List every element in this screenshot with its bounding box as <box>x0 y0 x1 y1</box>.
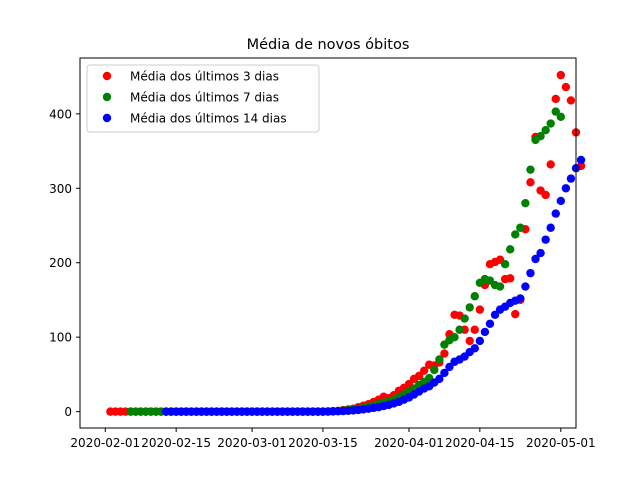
axes: 2020-02-01 2020-02-15 2020-03-01 2020-03-15… <box>49 107 596 450</box>
data-point <box>460 314 469 323</box>
data-point <box>541 235 550 244</box>
data-point <box>526 178 535 187</box>
legend-label: Média dos últimos 14 dias <box>130 112 287 126</box>
data-point <box>541 126 550 135</box>
data-point <box>470 325 479 334</box>
y-tick-label: 300 <box>49 182 72 196</box>
data-point <box>566 174 576 183</box>
data-point <box>435 374 444 384</box>
legend-marker <box>102 92 112 102</box>
data-point <box>480 327 490 337</box>
x-tick-label: 2020-04-15 <box>445 436 515 450</box>
data-point <box>516 223 525 232</box>
data-point <box>440 349 449 358</box>
data-point <box>495 282 505 291</box>
data-point <box>450 332 459 342</box>
data-point <box>414 371 424 381</box>
y-tick-label: 200 <box>49 256 72 270</box>
data-point <box>485 319 495 328</box>
data-point <box>566 96 576 105</box>
data-point <box>556 70 566 80</box>
x-tick-label: 2020-02-01 <box>70 436 140 450</box>
y-tick-label: 0 <box>64 405 72 419</box>
data-point <box>556 112 566 122</box>
y-tick-label: 400 <box>49 107 72 121</box>
data-point <box>551 94 560 104</box>
data-point <box>546 160 555 169</box>
data-point <box>465 303 474 312</box>
x-tick-label: 2020-04-01 <box>374 436 444 450</box>
data-point <box>521 198 530 208</box>
data-point <box>475 305 485 314</box>
data-point <box>470 344 479 353</box>
data-point <box>500 260 510 269</box>
data-point <box>536 248 545 258</box>
plot-frame <box>79 57 577 429</box>
data-point <box>551 209 560 218</box>
data-points <box>106 70 586 416</box>
data-point <box>470 292 479 301</box>
data-point <box>546 223 555 232</box>
series-3 <box>161 155 586 416</box>
data-point <box>511 309 520 319</box>
data-point <box>521 282 530 291</box>
x-tick-label: 2020-05-01 <box>526 436 596 450</box>
data-point <box>516 294 525 303</box>
data-point <box>506 245 515 254</box>
legend-box <box>86 64 320 133</box>
data-point <box>419 366 429 375</box>
data-point <box>475 336 485 346</box>
chart-title: Média de novos óbitos <box>247 37 410 53</box>
data-point <box>541 190 550 200</box>
x-tick-label: 2020-03-01 <box>217 436 287 450</box>
data-point <box>506 274 515 283</box>
data-point <box>440 368 449 378</box>
legend-label: Média dos últimos 7 dias <box>130 91 279 105</box>
data-point <box>576 155 586 165</box>
data-point <box>546 119 555 128</box>
legend-marker <box>102 113 112 123</box>
data-point <box>490 310 500 320</box>
data-point <box>455 325 464 334</box>
data-point <box>551 107 560 116</box>
data-point <box>526 268 535 278</box>
data-point <box>536 131 545 141</box>
data-point <box>561 82 571 92</box>
data-point <box>531 254 540 264</box>
data-point <box>430 365 439 375</box>
legend-marker <box>102 71 112 81</box>
y-tick-label: 100 <box>49 331 72 345</box>
data-point <box>526 165 535 174</box>
data-point <box>511 230 520 239</box>
data-point <box>435 355 444 364</box>
x-tick-label: 2020-03-15 <box>288 436 358 450</box>
x-tick-label: 2020-02-15 <box>141 436 211 450</box>
data-point <box>445 362 454 372</box>
data-point <box>561 184 571 193</box>
data-point <box>556 196 566 206</box>
data-point <box>465 336 474 346</box>
legend: Média dos últimos 3 dias Média dos último… <box>86 64 320 133</box>
legend-label: Média dos últimos 3 dias <box>130 70 279 84</box>
